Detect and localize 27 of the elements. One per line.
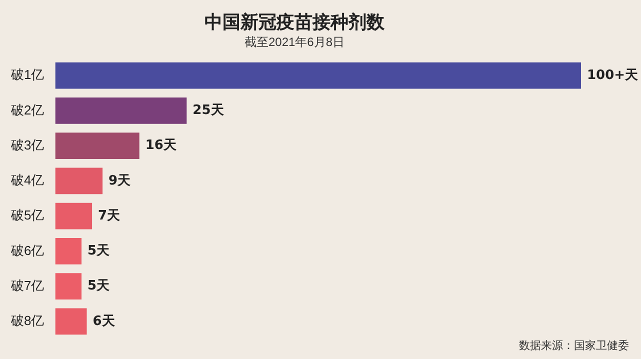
data-label: 16天 [145,138,178,154]
bar [55,273,82,300]
bar [55,168,103,194]
source-note: 数据来源：国家卫健委 [519,338,629,353]
y-tick-label: 破8亿 [10,313,44,328]
y-tick-label: 破1亿 [10,67,44,82]
data-label: 6天 [92,314,116,329]
bar [55,308,87,335]
y-tick-label: 破5亿 [10,208,44,223]
bar [55,62,581,89]
bar [55,202,92,230]
data-label: 7天 [98,208,122,224]
data-label: 5天 [88,244,111,259]
chart-title: 中国新冠疫苗接种剂数 [204,12,386,32]
bar [55,132,140,159]
data-label: 9天 [108,173,132,188]
data-label: 5天 [88,278,111,294]
y-tick-label: 破2亿 [10,102,44,118]
y-tick-label: 破7亿 [10,278,44,293]
y-tick-label: 破6亿 [10,242,44,258]
data-label: 100+天 [587,68,640,83]
y-tick-label: 破4亿 [10,172,44,188]
bar [55,238,82,264]
y-tick-label: 破3亿 [10,137,44,152]
data-label: 25天 [192,103,225,118]
bar [55,98,187,124]
chart-subtitle: 截至2021年6月8日 [244,35,345,50]
